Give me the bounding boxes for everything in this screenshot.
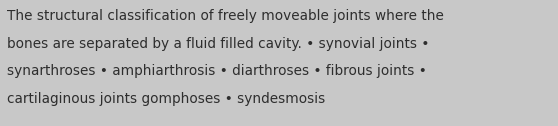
Text: bones are separated by a fluid filled cavity. • synovial joints •: bones are separated by a fluid filled ca… xyxy=(7,37,429,51)
Text: The structural classification of freely moveable joints where the: The structural classification of freely … xyxy=(7,9,444,23)
Text: cartilaginous joints gomphoses • syndesmosis: cartilaginous joints gomphoses • syndesm… xyxy=(7,92,325,106)
Text: synarthroses • amphiarthrosis • diarthroses • fibrous joints •: synarthroses • amphiarthrosis • diarthro… xyxy=(7,64,426,78)
